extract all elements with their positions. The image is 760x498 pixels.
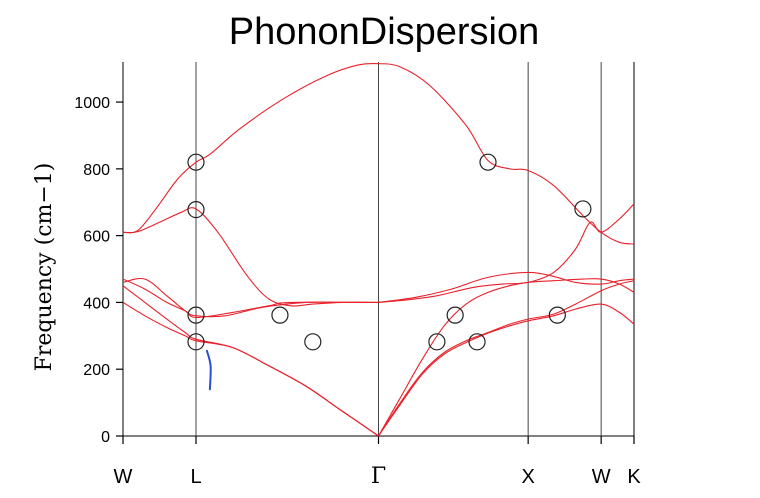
dispersion-branch (122, 278, 379, 318)
dispersion-branch (378, 271, 635, 303)
dispersion-branch (378, 203, 635, 303)
data-marker (548, 306, 566, 324)
data-marker (187, 333, 205, 351)
x-tick-label: W (114, 466, 133, 488)
dispersion-branch (122, 63, 635, 245)
y-tick-label: 400 (83, 295, 110, 312)
data-marker (479, 153, 497, 171)
dispersion-branch (378, 303, 635, 437)
y-tick-label: 800 (83, 162, 110, 179)
data-marker (304, 333, 322, 351)
dispersion-branch (122, 285, 379, 437)
x-tick-label: Γ (371, 464, 386, 489)
data-marker (187, 306, 205, 324)
data-marker (187, 200, 205, 219)
y-axis-label: Frequency (cm−1) (32, 163, 57, 372)
dispersion-branch (122, 207, 379, 307)
y-tick-label: 0 (101, 429, 110, 446)
dispersion-branch (378, 278, 635, 437)
x-tick-label: X (521, 466, 534, 488)
data-marker (187, 153, 205, 171)
data-marker (574, 200, 592, 218)
y-tick-label: 600 (83, 229, 110, 246)
data-marker (271, 306, 289, 324)
x-tick-label: W (592, 466, 611, 488)
y-tick-label: 1000 (74, 95, 110, 112)
x-tick-label: L (190, 466, 201, 488)
data-marker (468, 333, 486, 351)
data-marker (446, 306, 464, 324)
annotation-stroke (205, 349, 212, 391)
dispersion-branch (122, 278, 379, 319)
data-marker (428, 333, 446, 351)
x-tick-label: K (627, 466, 641, 488)
dispersion-branch (378, 280, 635, 437)
chart-title: PhononDispersion (229, 11, 540, 53)
y-tick-label: 200 (83, 362, 110, 379)
dispersion-branch (122, 301, 379, 437)
